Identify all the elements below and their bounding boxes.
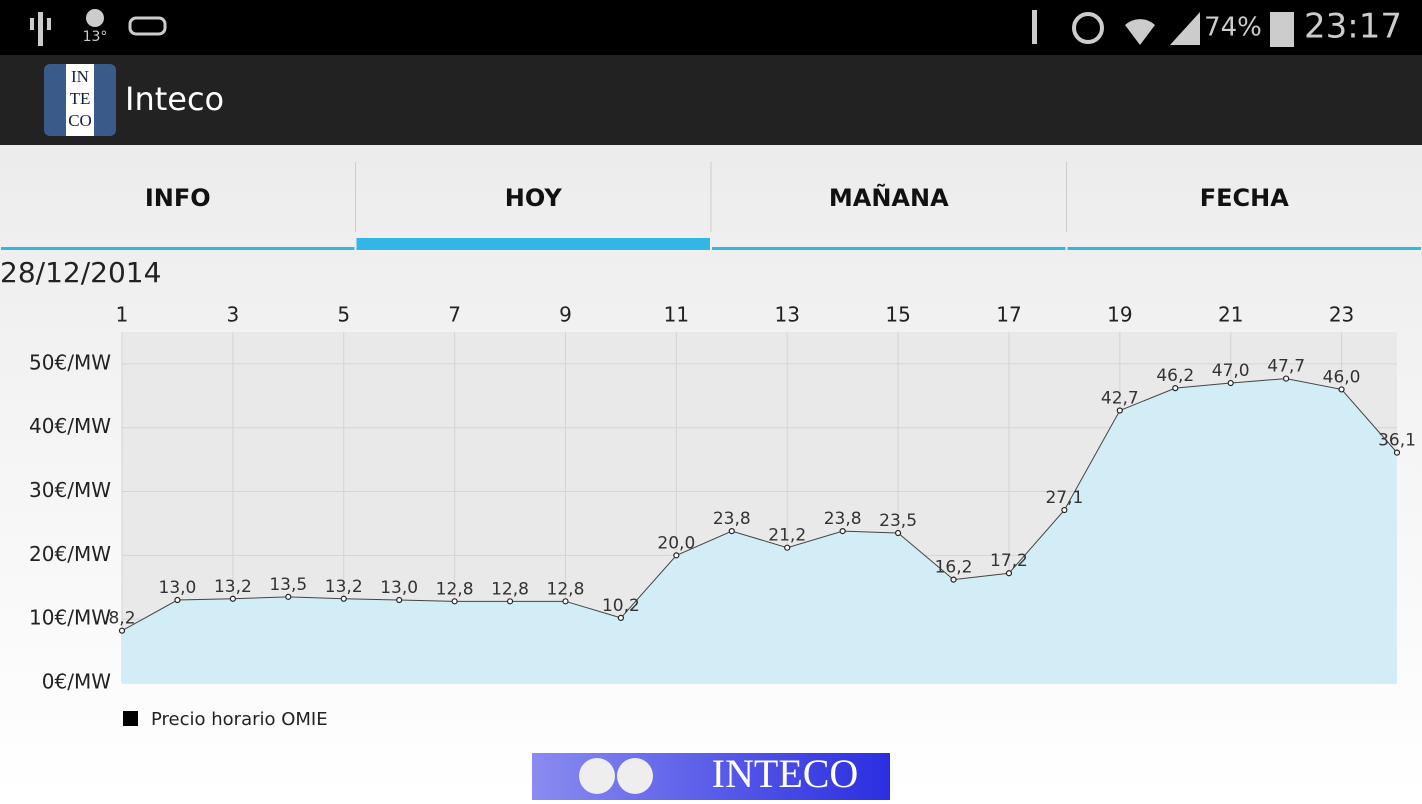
x-tick-label: 9 xyxy=(559,303,572,327)
value-label: 36,1 xyxy=(1378,431,1416,451)
battery: 74% xyxy=(1204,13,1262,43)
legend-label: Precio horario OMIE xyxy=(151,709,328,730)
y-tick-label: 10€/MW xyxy=(29,606,111,630)
value-label: 42,7 xyxy=(1101,388,1139,408)
point xyxy=(951,577,956,582)
point xyxy=(341,596,346,601)
y-tick-label: 20€/MW xyxy=(29,542,111,566)
value-label: 47,7 xyxy=(1267,357,1305,377)
value-label: 20,0 xyxy=(657,533,695,553)
point xyxy=(175,598,180,603)
logo-text: CO xyxy=(68,111,92,130)
x-tick-label: 17 xyxy=(996,303,1021,327)
value-label: 23,5 xyxy=(879,511,917,531)
point xyxy=(1339,387,1344,392)
value-label: 12,8 xyxy=(491,579,529,599)
value-label: 21,2 xyxy=(768,526,806,546)
point xyxy=(840,529,845,534)
value-label: 12,8 xyxy=(436,579,474,599)
date: 28/12/2014 xyxy=(0,256,161,289)
value-label: 23,8 xyxy=(713,509,751,529)
y-tick-label: 50€/MW xyxy=(29,350,111,374)
value-label: 47,0 xyxy=(1212,361,1250,381)
point xyxy=(1228,381,1233,386)
point xyxy=(1006,571,1011,576)
point xyxy=(508,599,513,604)
value-label: 13,5 xyxy=(269,575,307,595)
x-tick-label: 1 xyxy=(116,303,129,327)
y-tick-label: 40€/MW xyxy=(29,414,111,438)
tab-indicator xyxy=(1,247,355,250)
tab-label[interactable]: FECHA xyxy=(1200,184,1289,212)
value-label: 12,8 xyxy=(547,579,585,599)
point xyxy=(674,553,679,558)
tab-label[interactable]: MAÑANA xyxy=(829,183,949,212)
y-tick-label: 30€/MW xyxy=(29,478,111,502)
point xyxy=(1284,376,1289,381)
banner-emblem xyxy=(579,758,615,794)
x-tick-label: 11 xyxy=(664,303,689,327)
value-label: 8,2 xyxy=(108,609,135,629)
point xyxy=(896,531,901,536)
point xyxy=(1117,408,1122,413)
x-tick-label: 13 xyxy=(774,303,799,327)
point xyxy=(452,599,457,604)
point xyxy=(120,628,125,633)
point xyxy=(1173,386,1178,391)
x-tick-label: 7 xyxy=(448,303,461,327)
tab-indicator-selected xyxy=(357,238,711,250)
value-label: 13,2 xyxy=(214,577,252,597)
y-tick-label: 0€/MW xyxy=(42,670,111,694)
point xyxy=(397,598,402,603)
x-tick-label: 23 xyxy=(1329,303,1354,327)
x-tick-label: 15 xyxy=(885,303,910,327)
x-tick-label: 3 xyxy=(227,303,240,327)
value-label: 13,0 xyxy=(380,578,418,598)
point xyxy=(1062,508,1067,513)
app-title: Inteco xyxy=(125,80,224,118)
value-label: 23,8 xyxy=(824,509,862,529)
value-label: 27,1 xyxy=(1045,488,1083,508)
value-label: 46,2 xyxy=(1156,366,1194,386)
value-label: 17,2 xyxy=(990,551,1028,571)
value-label: 46,0 xyxy=(1323,367,1361,387)
point xyxy=(286,594,291,599)
x-tick-label: 21 xyxy=(1218,303,1243,327)
point xyxy=(729,529,734,534)
point xyxy=(1395,450,1400,455)
x-tick-label: 19 xyxy=(1107,303,1132,327)
logo-text: TE xyxy=(70,89,91,108)
legend-swatch xyxy=(123,711,138,726)
point xyxy=(785,545,790,550)
banner-text: INTECO xyxy=(712,751,859,796)
value-label: 13,2 xyxy=(325,577,363,597)
temperature: 13° xyxy=(83,29,108,45)
x-tick-label: 5 xyxy=(337,303,350,327)
tab-label[interactable]: HOY xyxy=(505,184,563,212)
value-label: 13,0 xyxy=(159,578,197,598)
point xyxy=(230,596,235,601)
logo-text: IN xyxy=(71,67,89,86)
point xyxy=(618,615,623,620)
banner-emblem xyxy=(617,758,653,794)
point xyxy=(563,599,568,604)
tab-indicator xyxy=(1068,247,1422,250)
tab-indicator xyxy=(712,247,1066,250)
value-label: 10,2 xyxy=(602,596,640,616)
value-label: 16,2 xyxy=(935,558,973,578)
time: 23:17 xyxy=(1304,7,1402,47)
tab-label[interactable]: INFO xyxy=(145,184,211,212)
